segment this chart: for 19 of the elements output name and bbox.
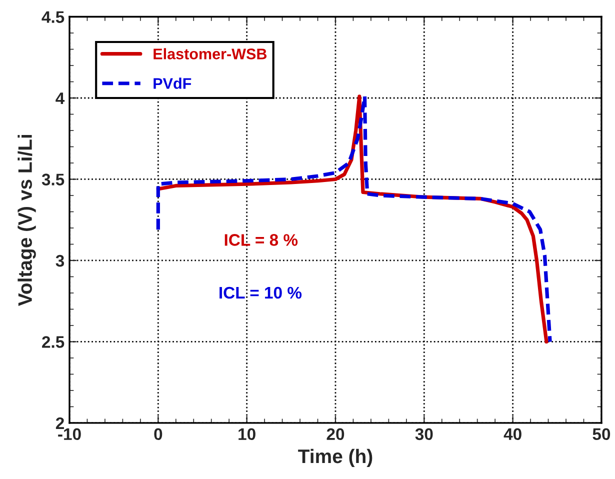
- x-tick-label: 0: [154, 428, 162, 440]
- y-tick-label: 4.5: [42, 11, 64, 23]
- y-tick-label: 4: [56, 92, 65, 104]
- x-tick-label: 40: [504, 428, 522, 440]
- x-tick-label: 50: [592, 428, 610, 440]
- y-axis-title: Voltage (V) vs Li/Li: [18, 134, 36, 306]
- x-tick-label: 30: [415, 428, 433, 440]
- annotation: ICL = 10 %: [220, 286, 302, 299]
- y-tick-label: 2.5: [42, 336, 64, 348]
- y-tick-label: 2: [56, 417, 64, 429]
- x-tick-label: 10: [238, 428, 256, 440]
- y-tick-label: 3.5: [42, 174, 64, 186]
- x-axis-title: Time (h): [298, 448, 372, 468]
- annotation: ICL = 8 %: [224, 234, 298, 246]
- x-tick-label: 20: [326, 428, 344, 440]
- y-tick-label: 3: [56, 254, 64, 267]
- x-tick-label: -10: [58, 428, 81, 440]
- legend-label: Elastomer-WSB: [154, 48, 267, 60]
- legend-label: PVdF: [154, 78, 192, 89]
